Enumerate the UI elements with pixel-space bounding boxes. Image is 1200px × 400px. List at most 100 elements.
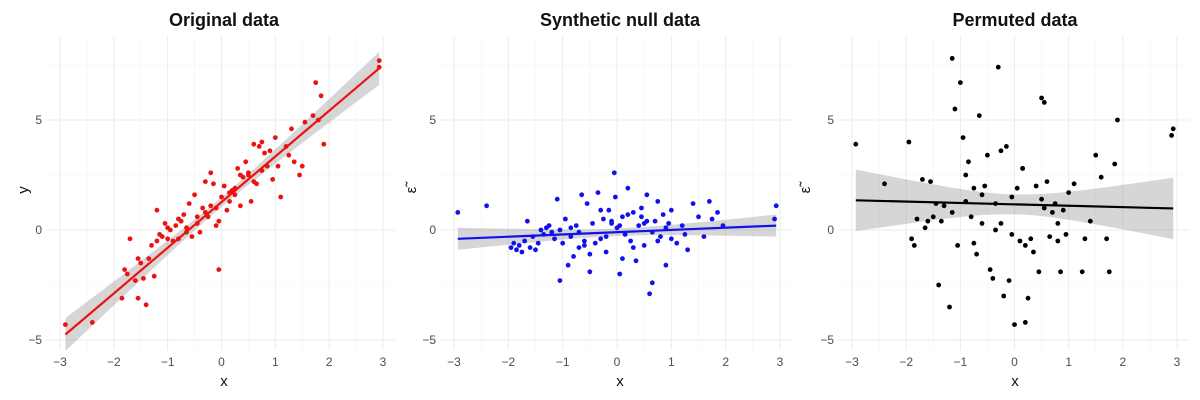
data-point xyxy=(957,80,963,85)
y-axis-label: ε̃ xyxy=(797,181,814,194)
data-point xyxy=(538,227,544,233)
y-axis-label: y xyxy=(15,186,32,194)
data-point xyxy=(922,225,928,231)
data-point xyxy=(914,216,920,222)
data-point xyxy=(630,245,636,251)
data-point xyxy=(968,214,974,220)
data-point xyxy=(560,240,566,246)
data-point xyxy=(587,251,593,257)
data-point xyxy=(668,207,674,213)
data-point xyxy=(690,201,696,207)
x-tick-label: 2 xyxy=(722,355,729,369)
data-point xyxy=(211,181,216,187)
data-point xyxy=(270,177,276,182)
data-point xyxy=(612,194,618,200)
data-point xyxy=(1022,320,1028,325)
data-point xyxy=(660,212,666,218)
y-tick-label: −5 xyxy=(422,333,436,347)
data-point xyxy=(299,163,305,169)
data-point xyxy=(251,179,257,185)
y-tick-label: 0 xyxy=(827,223,834,237)
data-point xyxy=(554,196,560,202)
data-point xyxy=(987,267,993,272)
x-tick-label: 3 xyxy=(777,355,784,369)
data-point xyxy=(516,243,522,248)
data-point xyxy=(149,243,154,248)
data-point xyxy=(911,243,917,248)
data-point xyxy=(949,210,955,215)
data-point xyxy=(1098,174,1104,180)
data-point xyxy=(639,214,644,220)
data-point xyxy=(674,240,680,246)
x-tick-label: 3 xyxy=(380,355,387,369)
data-point xyxy=(124,271,130,277)
data-point xyxy=(1058,269,1063,275)
data-point xyxy=(1022,243,1028,248)
data-point xyxy=(376,58,382,63)
panel-synthetic-null-data: Synthetic null data x ε̃ −3 −2 −1 0 1 2 3 −5 0 5 xyxy=(403,10,792,390)
data-point xyxy=(701,234,707,240)
data-point xyxy=(582,243,587,248)
data-point xyxy=(524,218,530,224)
data-point xyxy=(1047,234,1053,240)
grid xyxy=(440,36,792,350)
data-point xyxy=(974,251,979,257)
data-point xyxy=(995,64,1001,70)
data-point xyxy=(920,177,925,182)
data-point xyxy=(620,256,625,261)
data-point xyxy=(184,225,189,231)
data-point xyxy=(262,150,267,156)
data-point xyxy=(1039,196,1044,202)
data-point xyxy=(535,240,541,246)
data-point xyxy=(1044,179,1050,185)
data-point xyxy=(587,269,593,275)
data-point xyxy=(582,238,587,244)
data-point xyxy=(971,240,977,246)
data-point xyxy=(960,135,966,141)
data-point xyxy=(979,192,985,198)
x-tick-label: −2 xyxy=(899,355,913,369)
data-point xyxy=(154,207,160,213)
data-point xyxy=(568,234,574,240)
data-point xyxy=(603,234,609,240)
data-point xyxy=(557,227,563,233)
data-point xyxy=(197,229,203,235)
data-point xyxy=(625,185,631,191)
data-point xyxy=(552,236,557,242)
data-point xyxy=(993,227,998,233)
data-point xyxy=(1055,221,1061,226)
data-point xyxy=(1071,181,1077,187)
data-point xyxy=(138,260,144,266)
x-tick-label: −3 xyxy=(53,355,67,369)
data-point xyxy=(216,218,222,224)
panel-title: Original data xyxy=(169,10,280,30)
data-point xyxy=(576,245,582,251)
data-point xyxy=(89,320,95,325)
data-point xyxy=(1001,293,1007,299)
data-point xyxy=(611,170,617,176)
data-point xyxy=(162,221,168,226)
data-point xyxy=(709,216,715,222)
data-point xyxy=(1009,232,1015,237)
data-point xyxy=(628,238,633,244)
data-point xyxy=(310,113,316,118)
data-point xyxy=(620,214,625,220)
data-point xyxy=(579,192,585,198)
data-point xyxy=(514,247,519,253)
data-point xyxy=(259,139,265,145)
data-point xyxy=(598,236,604,242)
data-point xyxy=(219,194,224,200)
data-point xyxy=(519,249,525,255)
data-point xyxy=(990,276,996,281)
data-point xyxy=(546,223,552,229)
data-point xyxy=(256,144,262,149)
data-point xyxy=(636,223,642,229)
data-point xyxy=(966,159,971,165)
data-point xyxy=(313,80,319,85)
data-point xyxy=(1033,183,1039,189)
x-tick-label: 1 xyxy=(272,355,279,369)
x-tick-label: −1 xyxy=(953,355,967,369)
x-tick-label: −1 xyxy=(161,355,175,369)
x-tick-label: 0 xyxy=(614,355,621,369)
